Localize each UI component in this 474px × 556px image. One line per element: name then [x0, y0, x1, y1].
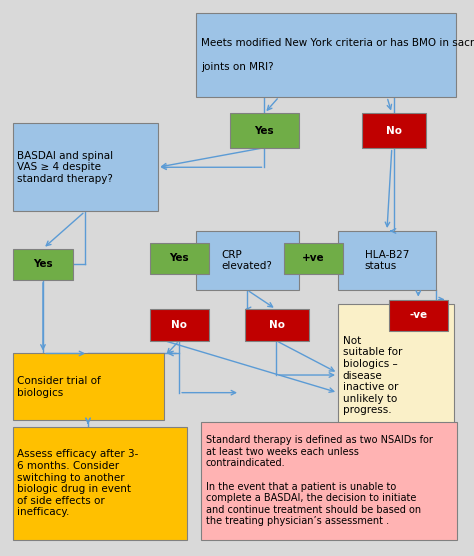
FancyBboxPatch shape: [13, 427, 187, 540]
FancyBboxPatch shape: [230, 113, 299, 148]
Text: -ve: -ve: [409, 310, 428, 320]
Text: Consider trial of
biologics: Consider trial of biologics: [18, 376, 101, 398]
FancyBboxPatch shape: [389, 300, 448, 331]
Text: No: No: [269, 320, 285, 330]
FancyBboxPatch shape: [363, 113, 426, 148]
FancyBboxPatch shape: [13, 123, 158, 211]
FancyBboxPatch shape: [13, 354, 164, 420]
Text: CRP
elevated?: CRP elevated?: [222, 250, 273, 271]
Text: Yes: Yes: [33, 259, 53, 269]
Text: HLA-B27
status: HLA-B27 status: [365, 250, 409, 271]
Text: Assess efficacy after 3-
6 months. Consider
switching to another
biologic drug i: Assess efficacy after 3- 6 months. Consi…: [18, 449, 139, 517]
FancyBboxPatch shape: [196, 231, 299, 290]
Text: Yes: Yes: [255, 126, 274, 136]
Text: Meets modified New York criteria or has BMO in sacroiliac

joints on MRI?: Meets modified New York criteria or has …: [201, 38, 474, 72]
FancyBboxPatch shape: [284, 243, 343, 274]
FancyBboxPatch shape: [201, 422, 457, 540]
FancyBboxPatch shape: [150, 243, 209, 274]
Text: BASDAI and spinal
VAS ≥ 4 despite
standard therapy?: BASDAI and spinal VAS ≥ 4 despite standa…: [18, 151, 114, 184]
FancyBboxPatch shape: [196, 13, 456, 97]
FancyBboxPatch shape: [150, 309, 209, 341]
Text: Not
suitable for
biologics –
disease
inactive or
unlikely to
progress.: Not suitable for biologics – disease ina…: [343, 336, 402, 415]
FancyBboxPatch shape: [338, 231, 436, 290]
Text: No: No: [386, 126, 402, 136]
Text: No: No: [171, 320, 187, 330]
FancyBboxPatch shape: [245, 309, 309, 341]
FancyBboxPatch shape: [13, 249, 73, 280]
Text: +ve: +ve: [302, 254, 325, 264]
FancyBboxPatch shape: [338, 305, 454, 446]
Text: Yes: Yes: [169, 254, 189, 264]
Text: Standard therapy is defined as two NSAIDs for
at least two weeks each unless
con: Standard therapy is defined as two NSAID…: [206, 435, 432, 527]
